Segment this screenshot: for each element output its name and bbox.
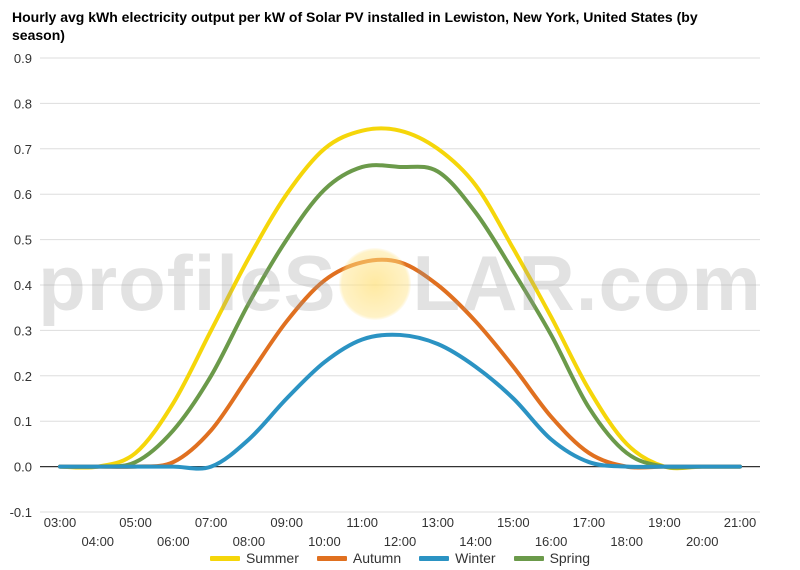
- x-tick-label: 16:00: [535, 534, 568, 549]
- x-tick-label: 10:00: [308, 534, 341, 549]
- chart-legend: Summer Autumn Winter Spring: [0, 549, 800, 567]
- x-tick-label: 06:00: [157, 534, 190, 549]
- y-tick-label: 0.1: [14, 414, 32, 429]
- legend-swatch: [419, 555, 450, 561]
- series-line-summer: [58, 126, 742, 471]
- y-tick-label: 0.4: [14, 278, 32, 293]
- series-line-winter: [58, 332, 742, 471]
- y-tick-label: 0.8: [14, 96, 32, 111]
- x-tick-label: 15:00: [497, 515, 530, 530]
- x-tick-label: 18:00: [610, 534, 643, 549]
- x-tick-label: 17:00: [573, 515, 606, 530]
- y-tick-label: 0.5: [14, 233, 32, 248]
- grid-lines: [40, 57, 760, 513]
- legend-swatch: [513, 555, 544, 561]
- legend-label: Summer: [245, 550, 299, 566]
- legend-item-spring[interactable]: Spring: [513, 549, 591, 567]
- x-tick-label: 03:00: [44, 515, 77, 530]
- chart-title: Hourly avg kWh electricity output per kW…: [12, 9, 698, 43]
- x-tick-label: 05:00: [119, 515, 152, 530]
- legend-label: Spring: [549, 550, 591, 566]
- legend-swatch: [209, 555, 240, 561]
- legend-swatch: [316, 555, 347, 561]
- x-tick-label: 08:00: [233, 534, 266, 549]
- y-tick-label: 0.9: [14, 51, 32, 66]
- x-tick-label: 11:00: [346, 515, 378, 530]
- x-tick-label: 07:00: [195, 515, 228, 530]
- series-lines: [58, 126, 742, 471]
- y-tick-label: -0.1: [10, 505, 32, 520]
- x-tick-label: 20:00: [686, 534, 719, 549]
- x-tick-label: 21:00: [724, 515, 757, 530]
- y-tick-label: 0.0: [14, 460, 32, 475]
- y-tick-label: 0.2: [14, 369, 32, 384]
- x-tick-label: 04:00: [82, 534, 115, 549]
- x-axis-ticks: 03:00 04:00 05:00 06:00 07:00 08:00 09:00 10:00…: [44, 515, 757, 549]
- legend-item-winter[interactable]: Winter: [419, 549, 496, 567]
- y-axis-ticks: -0.1 0.0 0.1 0.2 0.3 0.4 0.5 0.6 0.7 0.8 0.9: [10, 51, 32, 520]
- series-line-autumn: [58, 257, 742, 470]
- x-tick-label: 14:00: [459, 534, 492, 549]
- legend-label: Autumn: [352, 550, 402, 566]
- legend-item-autumn[interactable]: Autumn: [316, 549, 402, 567]
- x-tick-label: 19:00: [648, 515, 681, 530]
- x-tick-label: 09:00: [270, 515, 303, 530]
- x-tick-label: 12:00: [384, 534, 417, 549]
- legend-item-summer[interactable]: Summer: [209, 549, 299, 567]
- legend-label: Winter: [455, 550, 496, 566]
- y-tick-label: 0.3: [14, 323, 32, 338]
- y-tick-label: 0.7: [14, 142, 32, 157]
- y-tick-label: 0.6: [14, 187, 32, 202]
- x-tick-label: 13:00: [422, 515, 455, 530]
- series-line-spring: [58, 163, 742, 470]
